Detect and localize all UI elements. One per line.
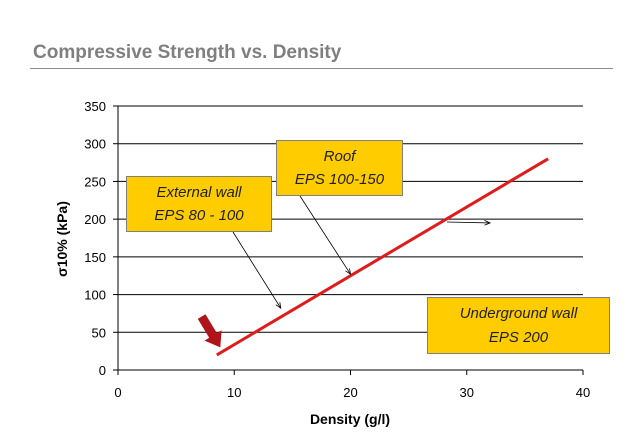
callout-external-wall-line-1: External wall xyxy=(156,184,242,201)
y-tick-label-50: 50 xyxy=(92,325,106,340)
x-tick-label-10: 10 xyxy=(227,385,241,400)
title-divider xyxy=(30,68,613,69)
x-tick-label-20: 20 xyxy=(343,385,357,400)
y-tick-label-150: 150 xyxy=(84,250,106,265)
y-axis-title: σ10% (kPa) xyxy=(54,201,70,277)
x-tick-label-30: 30 xyxy=(460,385,474,400)
y-tick-label-250: 250 xyxy=(84,174,106,189)
x-axis-title: Density (g/l) xyxy=(310,411,390,427)
callout-external-wall-line-2: EPS 80 - 100 xyxy=(154,207,244,224)
x-tick-label-0: 0 xyxy=(114,385,121,400)
callout-roof-line-1: Roof xyxy=(323,148,356,165)
callout-underground-wall-line-1: Underground wall xyxy=(459,305,578,323)
connector-roof xyxy=(299,195,351,274)
y-tick-label-300: 300 xyxy=(84,137,106,152)
marker-arrow-icon xyxy=(197,314,222,348)
series-line-0 xyxy=(216,157,549,357)
callout-roof-line-2: EPS 100-150 xyxy=(294,171,385,188)
marker-arrow-shape xyxy=(197,314,222,348)
y-tick-label-350: 350 xyxy=(84,99,106,114)
connector-external-wall xyxy=(232,231,281,308)
callout-underground-wall-line-2: EPS 200 xyxy=(488,328,549,346)
y-tick-label-200: 200 xyxy=(84,212,106,227)
y-tick-label-100: 100 xyxy=(84,288,106,303)
slide-title: Compressive Strength vs. Density xyxy=(33,42,342,63)
y-tick-label-0: 0 xyxy=(99,363,106,378)
callout-external-wall: External wall EPS 80 - 100 xyxy=(126,176,272,232)
x-tick-label-40: 40 xyxy=(576,385,590,400)
callout-underground-wall: Underground wall EPS 200 xyxy=(427,297,610,354)
callout-roof: Roof EPS 100-150 xyxy=(276,140,403,196)
connector-underground-wall xyxy=(446,222,490,223)
